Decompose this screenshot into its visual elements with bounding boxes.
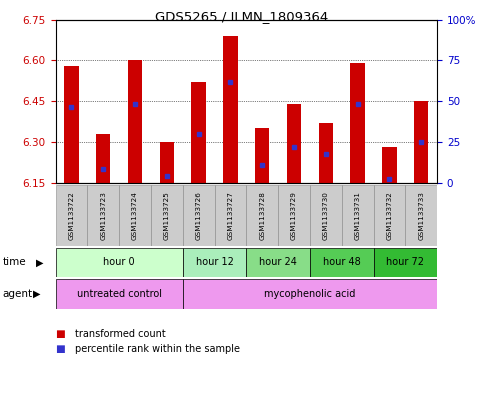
Text: hour 72: hour 72	[386, 257, 425, 267]
Text: GSM1133723: GSM1133723	[100, 191, 106, 240]
Text: GSM1133725: GSM1133725	[164, 191, 170, 240]
Text: GSM1133729: GSM1133729	[291, 191, 297, 240]
Text: ■: ■	[56, 329, 65, 339]
Bar	[278, 185, 310, 246]
Bar	[405, 185, 437, 246]
Bar	[246, 185, 278, 246]
Text: GSM1133728: GSM1133728	[259, 191, 265, 240]
Bar	[310, 248, 373, 277]
Bar	[191, 82, 206, 183]
Text: percentile rank within the sample: percentile rank within the sample	[75, 343, 240, 354]
Bar	[246, 248, 310, 277]
Bar	[183, 279, 437, 309]
Text: GSM1133731: GSM1133731	[355, 191, 361, 240]
Text: hour 48: hour 48	[323, 257, 361, 267]
Text: GDS5265 / ILMN_1809364: GDS5265 / ILMN_1809364	[155, 10, 328, 23]
Bar	[128, 61, 142, 183]
Bar	[151, 185, 183, 246]
Bar	[373, 185, 405, 246]
Text: GSM1133726: GSM1133726	[196, 191, 201, 240]
Text: GSM1133733: GSM1133733	[418, 191, 424, 240]
Text: hour 24: hour 24	[259, 257, 297, 267]
Bar	[56, 279, 183, 309]
Bar	[119, 185, 151, 246]
Bar	[351, 63, 365, 183]
Text: mycophenolic acid: mycophenolic acid	[264, 289, 355, 299]
Text: agent: agent	[2, 289, 32, 299]
Bar	[373, 248, 437, 277]
Bar	[223, 36, 238, 183]
Text: GSM1133722: GSM1133722	[69, 191, 74, 240]
Bar	[310, 185, 342, 246]
Text: hour 0: hour 0	[103, 257, 135, 267]
Bar	[414, 101, 428, 183]
Bar	[342, 185, 373, 246]
Bar	[56, 185, 87, 246]
Bar	[214, 185, 246, 246]
Bar	[96, 134, 111, 183]
Text: ■: ■	[56, 343, 65, 354]
Text: hour 12: hour 12	[196, 257, 233, 267]
Bar	[87, 185, 119, 246]
Text: GSM1133724: GSM1133724	[132, 191, 138, 240]
Bar	[183, 185, 214, 246]
Bar	[64, 66, 79, 183]
Bar	[319, 123, 333, 183]
Text: untreated control: untreated control	[77, 289, 162, 299]
Bar	[160, 142, 174, 183]
Text: transformed count: transformed count	[75, 329, 166, 339]
Text: GSM1133730: GSM1133730	[323, 191, 329, 240]
Text: ▶: ▶	[36, 257, 44, 267]
Bar	[382, 147, 397, 183]
Text: GSM1133732: GSM1133732	[386, 191, 392, 240]
Bar	[255, 129, 270, 183]
Text: time: time	[2, 257, 26, 267]
Text: GSM1133727: GSM1133727	[227, 191, 233, 240]
Bar	[287, 104, 301, 183]
Text: ▶: ▶	[33, 289, 41, 299]
Bar	[56, 248, 183, 277]
Bar	[183, 248, 246, 277]
